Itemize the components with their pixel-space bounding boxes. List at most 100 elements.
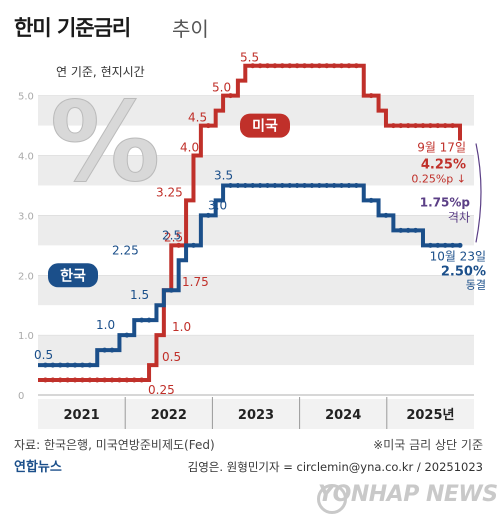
- series-point: [405, 123, 411, 129]
- x-tick-label: 2023: [238, 408, 274, 423]
- series-point: [124, 377, 130, 383]
- y-tick-label: 3.0: [18, 211, 34, 222]
- series-point: [57, 377, 63, 383]
- korea-name-label: 한국: [60, 268, 86, 284]
- series-point: [324, 182, 330, 188]
- us-date-label: 9월 17일: [417, 141, 466, 155]
- korea-value-label: 2.25: [112, 243, 139, 257]
- credit-text: 김영은. 원형민기자 = circlemin@yna.co.kr / 20251…: [187, 460, 483, 474]
- us-value-label: 0.5: [162, 350, 181, 364]
- korea-value-label: 3.5: [214, 168, 233, 182]
- y-tick-label: 0: [18, 391, 24, 402]
- series-point: [109, 377, 115, 383]
- y-tick-label: 2.0: [18, 271, 34, 282]
- us-value-label: 4.5: [188, 111, 207, 125]
- us-name-label: 미국: [252, 119, 278, 135]
- series-point: [235, 182, 241, 188]
- us-value-label: 4.0: [180, 141, 199, 155]
- series-point: [279, 182, 285, 188]
- agency-logo: 연합뉴스: [14, 460, 62, 475]
- series-point: [72, 362, 78, 368]
- series-point: [131, 377, 137, 383]
- series-point: [294, 63, 300, 69]
- korea-value-label: 2.5: [162, 228, 181, 242]
- series-point: [205, 212, 211, 218]
- series-point: [413, 123, 419, 129]
- series-point: [339, 182, 345, 188]
- series-point: [42, 362, 48, 368]
- series-point: [250, 63, 256, 69]
- series-point: [50, 362, 56, 368]
- y-tick-label: 5.0: [18, 92, 34, 103]
- series-point: [294, 182, 300, 188]
- series-point: [65, 362, 71, 368]
- us-value-label: 0.25: [148, 383, 175, 397]
- series-point: [190, 242, 196, 248]
- series-point: [287, 182, 293, 188]
- series-point: [57, 362, 63, 368]
- korea-value-label: 0.5: [34, 348, 53, 362]
- gap-bracket: [475, 143, 482, 243]
- series-point: [442, 123, 448, 129]
- us-value-label: 5.5: [240, 51, 259, 65]
- series-point: [227, 93, 233, 99]
- us-value-label: 1.0: [172, 320, 191, 334]
- page-title-suffix: 추이: [172, 17, 209, 41]
- korea-date-label: 10월 23일: [430, 249, 486, 263]
- series-point: [353, 182, 359, 188]
- note-text: ※미국 금리 상단 기준: [373, 438, 483, 452]
- series-point: [316, 63, 322, 69]
- korea-value-label: 1.0: [96, 318, 115, 332]
- page-title: 한미 기준금리: [14, 16, 131, 40]
- watermark-icon: [317, 484, 347, 514]
- series-point: [457, 242, 463, 248]
- series-point: [124, 332, 130, 338]
- korea-value-label: 3.0: [208, 198, 227, 212]
- series-point: [109, 347, 115, 353]
- us-value-label: 2.5: [164, 230, 183, 244]
- series-point: [435, 242, 441, 248]
- series-point: [65, 377, 71, 383]
- series-point: [102, 347, 108, 353]
- us-value-label: 3.25: [156, 185, 183, 199]
- series-point: [257, 63, 263, 69]
- series-point: [331, 63, 337, 69]
- series-point: [265, 182, 271, 188]
- source-text: 자료: 한국은행, 미국연방준비제도(Fed): [14, 438, 215, 452]
- series-point: [309, 182, 315, 188]
- gap-label: 1.75%p: [420, 195, 471, 209]
- series-point: [383, 212, 389, 218]
- series-point: [250, 182, 256, 188]
- series-point: [87, 362, 93, 368]
- series-point: [79, 362, 85, 368]
- series-point: [442, 242, 448, 248]
- series-point: [279, 63, 285, 69]
- series-point: [346, 182, 352, 188]
- series-point: [257, 182, 263, 188]
- x-tick-label: 2024: [325, 408, 361, 423]
- us-name-tag: [240, 113, 290, 138]
- gap-word-label: 격차: [448, 210, 470, 224]
- series-point: [302, 182, 308, 188]
- series-point: [450, 123, 456, 129]
- series-point: [205, 123, 211, 129]
- grid-band: [38, 155, 474, 186]
- series-point: [427, 242, 433, 248]
- korea-rate-label: 2.50%: [441, 264, 486, 279]
- series-point: [398, 227, 404, 233]
- series-point: [420, 123, 426, 129]
- series-point: [87, 377, 93, 383]
- series-point: [168, 287, 174, 293]
- series-point: [116, 377, 122, 383]
- grid-band: [38, 275, 474, 306]
- series-point: [339, 63, 345, 69]
- series-point: [79, 377, 85, 383]
- series-point: [242, 182, 248, 188]
- series-point: [390, 123, 396, 129]
- korea-value-label: 1.5: [130, 288, 149, 302]
- series-point: [346, 63, 352, 69]
- series-point: [272, 182, 278, 188]
- series-point: [427, 123, 433, 129]
- series-point: [42, 377, 48, 383]
- series-point: [272, 63, 278, 69]
